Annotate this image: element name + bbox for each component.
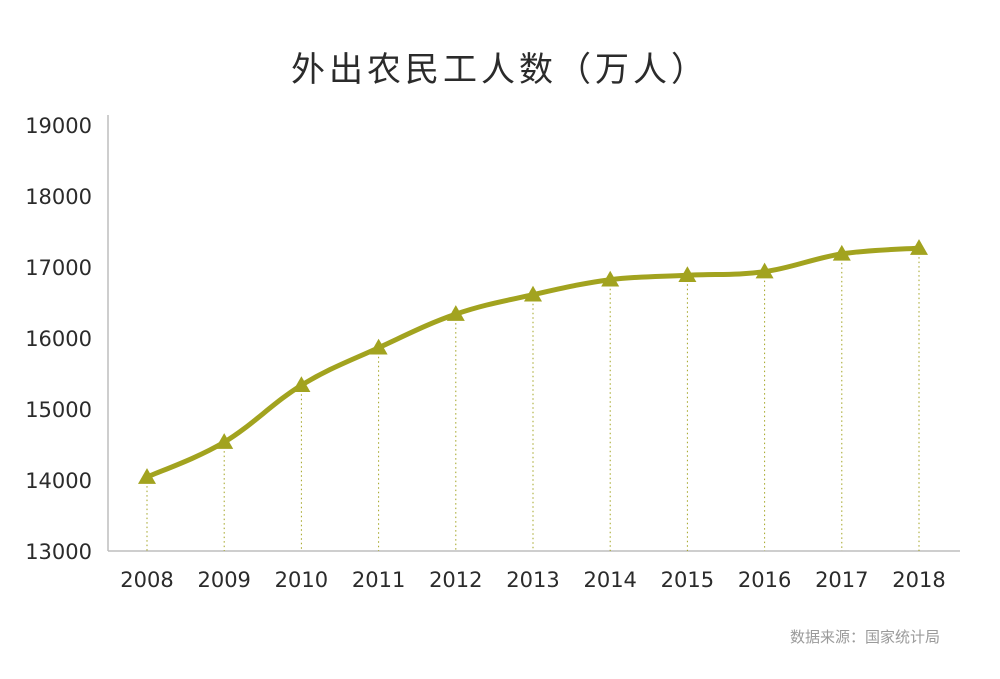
x-tick-label: 2011 (352, 568, 405, 592)
data-point-marker (910, 239, 928, 255)
source-note: 数据来源：国家统计局 (789, 628, 940, 646)
data-point-marker (601, 270, 620, 287)
series-line (144, 245, 922, 480)
data-point-marker (678, 266, 697, 282)
x-tick-label: 2014 (583, 568, 636, 592)
series (138, 239, 928, 484)
y-tick-label: 15000 (25, 398, 92, 422)
data-point-marker (369, 338, 388, 355)
data-point-marker (524, 285, 542, 302)
data-point-marker (832, 244, 851, 261)
x-tick-label: 2016 (738, 568, 791, 592)
y-tick-label: 18000 (25, 185, 92, 209)
data-point-marker (292, 376, 311, 392)
y-tick-label: 16000 (25, 327, 92, 351)
data-point-marker (215, 433, 234, 449)
x-tick-label: 2012 (429, 568, 482, 592)
y-tick-label: 13000 (25, 540, 92, 564)
axes (107, 115, 960, 552)
chart-title: 外出农民工人数（万人） (291, 50, 709, 90)
data-point-marker (446, 305, 465, 321)
x-tick-label: 2009 (197, 568, 250, 592)
x-tick-label: 2017 (815, 568, 868, 592)
y-tick-label: 19000 (25, 114, 92, 138)
data-point-marker (138, 468, 156, 484)
tick-labels: 13000 14000 15000 16000 17000 18000 19000 2008 2… (25, 114, 946, 592)
y-tick-label: 14000 (25, 469, 92, 493)
x-tick-label: 2013 (506, 568, 559, 592)
x-tick-label: 2015 (661, 568, 714, 592)
x-tick-label: 2008 (120, 568, 173, 592)
drop-lines (146, 248, 920, 551)
data-point-marker (755, 262, 774, 279)
y-tick-label: 17000 (25, 256, 92, 280)
x-tick-label: 2010 (275, 568, 328, 592)
x-tick-label: 2018 (892, 568, 945, 592)
